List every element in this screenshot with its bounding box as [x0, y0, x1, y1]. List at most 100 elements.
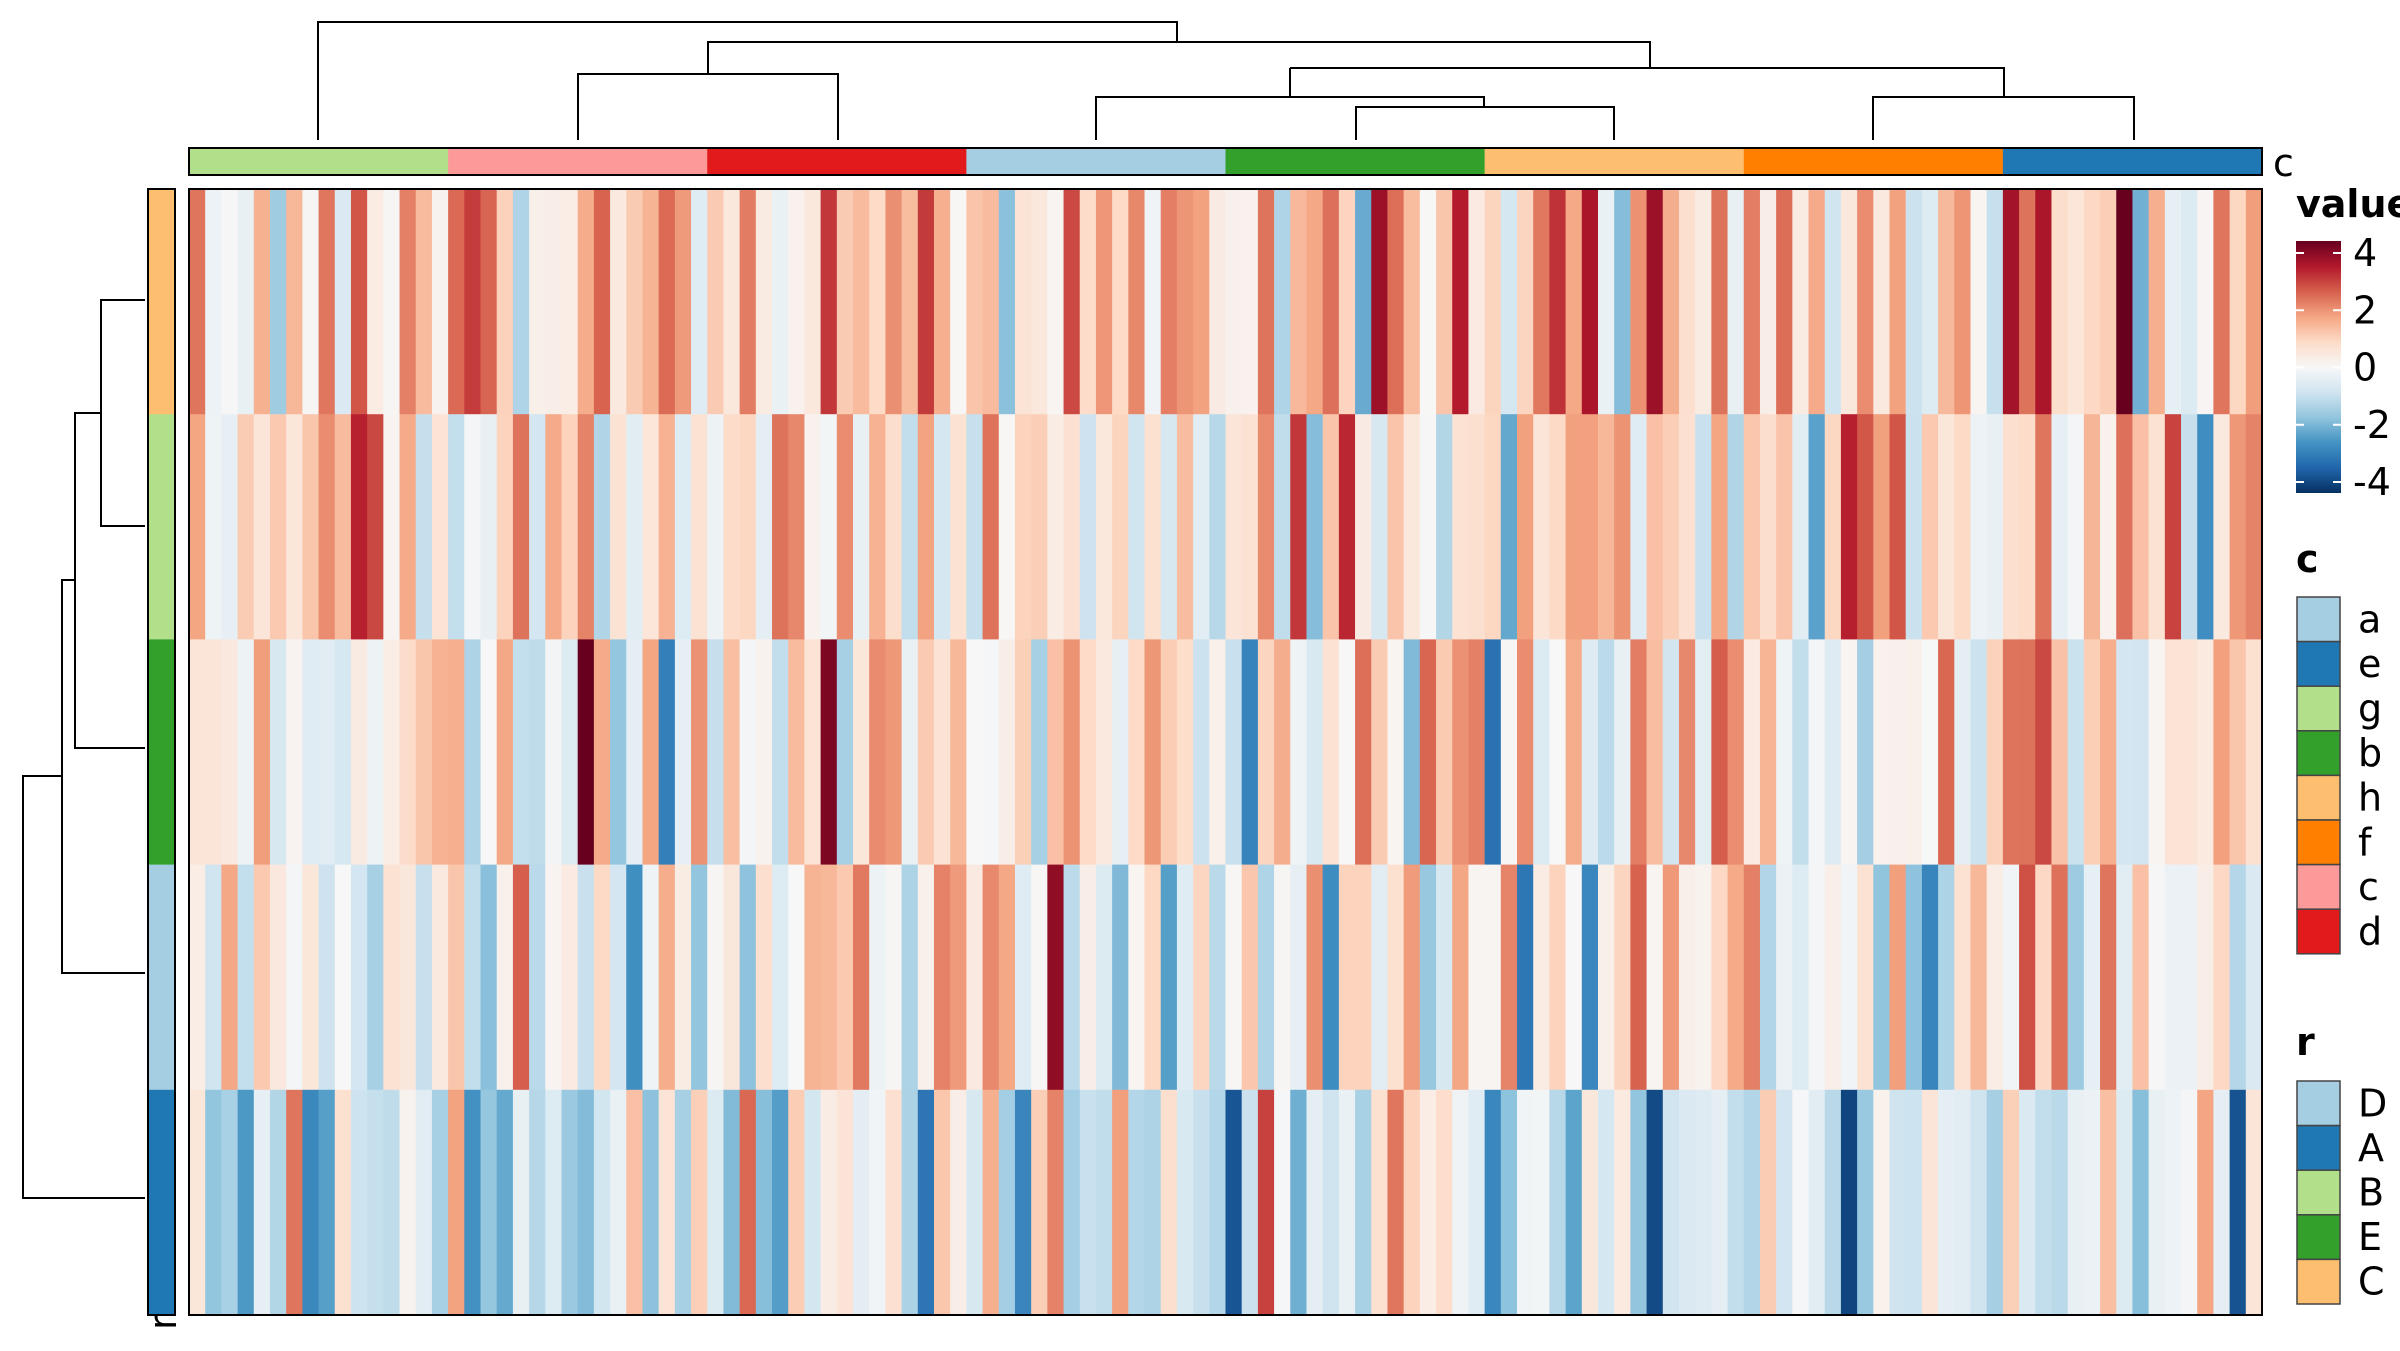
- heatmap-cell: [901, 639, 919, 866]
- heatmap-cell: [1306, 639, 1324, 866]
- heatmap-cell: [1290, 414, 1308, 640]
- heatmap-cell: [448, 864, 465, 1091]
- heatmap-cell: [1614, 1089, 1631, 1316]
- heatmap-cell: [1128, 1089, 1146, 1316]
- heatmap-cell: [1662, 864, 1680, 1091]
- heatmap-cell: [1468, 864, 1486, 1091]
- heatmap-cell: [205, 414, 222, 640]
- heatmap-cell: [1419, 864, 1437, 1091]
- heatmap-cell: [1274, 639, 1291, 866]
- heatmap-cell: [869, 864, 886, 1091]
- col-anno-b: [1225, 148, 1486, 175]
- heatmap-cell: [1014, 864, 1032, 1091]
- heatmap-cell: [642, 1089, 660, 1316]
- heatmap-cell: [350, 639, 368, 866]
- heatmap-cell: [577, 864, 595, 1091]
- heatmap-cell: [950, 189, 967, 415]
- heatmap-cell: [2100, 639, 2117, 866]
- heatmap-cell: [1371, 639, 1389, 866]
- heatmap-cell: [1452, 864, 1470, 1091]
- heatmap-cell: [2148, 864, 2166, 1091]
- heatmap-cell: [1322, 864, 1340, 1091]
- heatmap-cell: [1225, 414, 1243, 640]
- heatmap-cell: [1873, 639, 1891, 866]
- heatmap-cell: [1614, 864, 1631, 1091]
- heatmap-cell: [1079, 1089, 1097, 1316]
- c-legend-label: e: [2358, 642, 2381, 686]
- heatmap-cell: [512, 414, 530, 640]
- heatmap-cell: [237, 639, 255, 866]
- row-anno-A: [148, 1089, 175, 1316]
- heatmap-cell: [2083, 864, 2101, 1091]
- heatmap-cell: [1630, 864, 1648, 1091]
- heatmap-cell: [1095, 864, 1113, 1091]
- heatmap-cell: [237, 864, 255, 1091]
- heatmap-cell: [1743, 414, 1761, 640]
- heatmap-cell: [577, 1089, 595, 1316]
- heatmap-cell: [1484, 864, 1502, 1091]
- heatmap-cell: [2229, 639, 2247, 866]
- r-legend-swatch-D: [2296, 1080, 2341, 1127]
- heatmap-cell: [1112, 189, 1129, 415]
- heatmap-cell: [1695, 864, 1712, 1091]
- heatmap-cell: [1695, 639, 1712, 866]
- heatmap-cell: [658, 1089, 676, 1316]
- heatmap-cell: [577, 189, 595, 415]
- heatmap-cell: [820, 414, 838, 640]
- heatmap-cell: [2148, 189, 2166, 415]
- heatmap-cell: [1549, 189, 1567, 415]
- heatmap-cell: [2213, 414, 2231, 640]
- heatmap-cell: [1986, 414, 2004, 640]
- heatmap-cell: [496, 189, 514, 415]
- heatmap-cell: [545, 189, 563, 415]
- heatmap-cell: [739, 414, 757, 640]
- heatmap-cell: [1468, 639, 1486, 866]
- heatmap-cell: [1209, 189, 1227, 415]
- heatmap-cell: [1646, 864, 1664, 1091]
- heatmap-cell: [1176, 1089, 1194, 1316]
- heatmap-cell: [1209, 639, 1227, 866]
- heatmap-cell: [642, 864, 660, 1091]
- heatmap-cell: [1176, 639, 1194, 866]
- heatmap-cell: [1743, 1089, 1761, 1316]
- heatmap-cell: [658, 414, 676, 640]
- heatmap-cell: [1274, 414, 1291, 640]
- heatmap-cell: [399, 1089, 417, 1316]
- heatmap-cell: [966, 864, 984, 1091]
- heatmap-cell: [2035, 864, 2053, 1091]
- heatmap-cell: [286, 414, 303, 640]
- heatmap-cell: [1338, 639, 1356, 866]
- heatmap-cell: [950, 639, 967, 866]
- heatmap-cell: [2181, 189, 2198, 415]
- heatmap-cell: [1873, 1089, 1891, 1316]
- heatmap-cell: [221, 414, 239, 640]
- heatmap-cell: [1274, 189, 1291, 415]
- heatmap-cell: [739, 189, 757, 415]
- heatmap-cell: [998, 639, 1016, 866]
- value-legend-tick: -2: [2353, 403, 2391, 447]
- c-legend-swatch-c: [2296, 863, 2341, 910]
- heatmap-cell: [448, 1089, 465, 1316]
- heatmap-cell: [1079, 864, 1097, 1091]
- heatmap-cell: [253, 864, 271, 1091]
- heatmap-cell: [1678, 639, 1696, 866]
- heatmap-cell: [1792, 414, 1810, 640]
- heatmap-cell: [529, 414, 546, 640]
- heatmap-cell: [2100, 1089, 2117, 1316]
- heatmap-cell: [1840, 639, 1858, 866]
- heatmap-cell: [933, 189, 951, 415]
- heatmap-cell: [2148, 1089, 2166, 1316]
- heatmap-cell: [1581, 639, 1599, 866]
- heatmap-cell: [2067, 1089, 2085, 1316]
- heatmap-cell: [2035, 414, 2053, 640]
- heatmap-cell: [1776, 639, 1793, 866]
- heatmap-cell: [1468, 1089, 1486, 1316]
- heatmap-cell: [1938, 414, 1955, 640]
- heatmap-cell: [1403, 864, 1421, 1091]
- heatmap-cell: [917, 189, 935, 415]
- heatmap-cell: [480, 639, 498, 866]
- heatmap-cell: [302, 1089, 320, 1316]
- heatmap-cell: [367, 414, 384, 640]
- heatmap-cell: [545, 864, 563, 1091]
- heatmap-cell: [302, 864, 320, 1091]
